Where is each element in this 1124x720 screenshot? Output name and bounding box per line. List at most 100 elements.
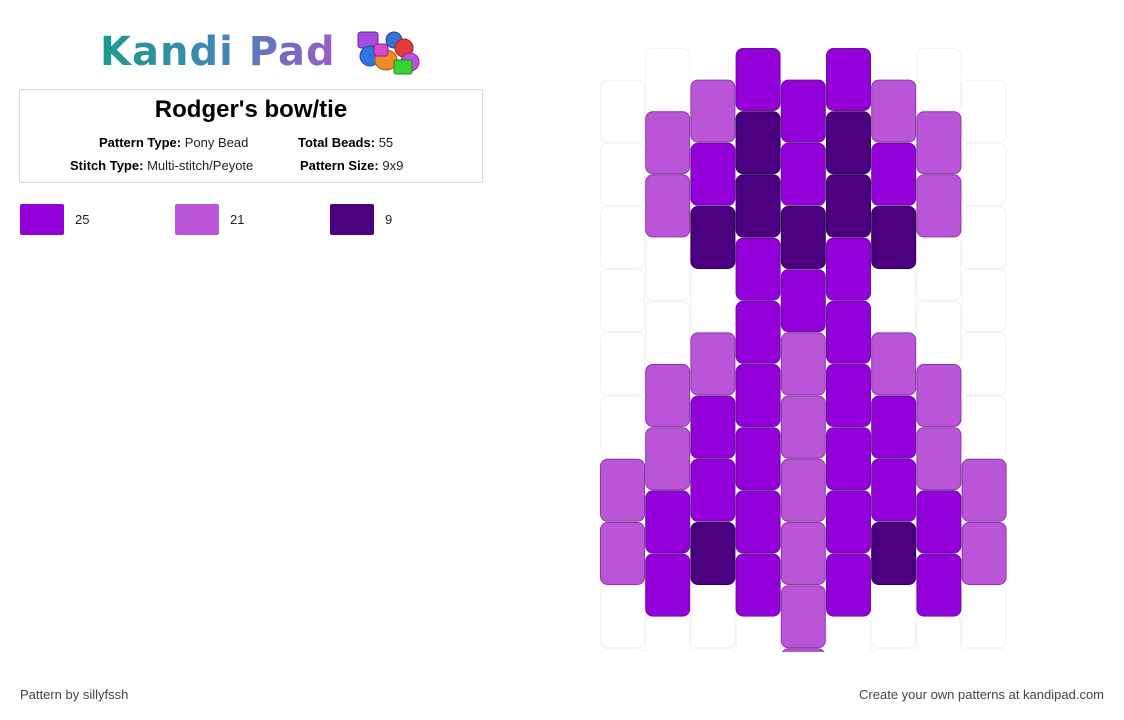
empty-bead-slot[interactable]: [690, 269, 736, 333]
empty-bead-slot[interactable]: [601, 648, 645, 652]
empty-bead-slot[interactable]: [872, 648, 916, 652]
bead[interactable]: [916, 427, 962, 491]
bead[interactable]: [781, 648, 825, 652]
bead[interactable]: [780, 142, 826, 206]
empty-bead-slot[interactable]: [690, 585, 736, 649]
bead[interactable]: [735, 427, 781, 491]
bead[interactable]: [690, 79, 736, 143]
bead[interactable]: [916, 364, 962, 427]
kandi-pad-logo[interactable]: Kandi Pad: [100, 26, 426, 78]
empty-bead-slot[interactable]: [735, 616, 781, 652]
bead[interactable]: [690, 458, 736, 522]
empty-bead-slot[interactable]: [600, 269, 645, 333]
bead[interactable]: [735, 300, 781, 364]
empty-bead-slot[interactable]: [600, 395, 645, 459]
bead[interactable]: [690, 522, 736, 585]
empty-bead-slot[interactable]: [961, 585, 1007, 649]
empty-bead-slot[interactable]: [826, 616, 871, 652]
empty-bead-slot[interactable]: [691, 648, 735, 652]
empty-bead-slot[interactable]: [871, 585, 917, 649]
bead[interactable]: [826, 490, 871, 554]
bead[interactable]: [690, 206, 736, 269]
empty-bead-slot[interactable]: [600, 142, 645, 206]
bead[interactable]: [645, 490, 691, 554]
bead[interactable]: [645, 364, 691, 427]
bead[interactable]: [826, 111, 871, 175]
bead[interactable]: [961, 458, 1007, 522]
bead[interactable]: [826, 48, 871, 111]
kandipad-link[interactable]: Create your own patterns at kandipad.com: [859, 687, 1104, 702]
bead[interactable]: [780, 458, 826, 522]
bead[interactable]: [780, 79, 826, 143]
bead[interactable]: [826, 300, 871, 364]
empty-bead-slot[interactable]: [600, 332, 645, 396]
bead[interactable]: [780, 332, 826, 396]
empty-bead-slot[interactable]: [961, 395, 1007, 459]
pattern-type: Pattern Type: Pony Bead: [99, 135, 248, 150]
bead[interactable]: [735, 174, 781, 238]
palette-item: 9: [330, 203, 392, 235]
bead[interactable]: [735, 48, 781, 111]
empty-bead-slot[interactable]: [961, 269, 1007, 333]
bead[interactable]: [735, 364, 781, 427]
empty-bead-slot[interactable]: [645, 300, 691, 364]
bead[interactable]: [916, 553, 962, 617]
empty-bead-slot[interactable]: [961, 142, 1007, 206]
bead[interactable]: [780, 585, 826, 649]
palette-item: 25: [20, 203, 89, 235]
empty-bead-slot[interactable]: [645, 48, 691, 111]
bead[interactable]: [871, 142, 917, 206]
empty-bead-slot[interactable]: [961, 206, 1007, 269]
empty-bead-slot[interactable]: [962, 648, 1006, 652]
pattern-size: Pattern Size: 9x9: [300, 158, 403, 173]
empty-bead-slot[interactable]: [871, 269, 917, 333]
bead[interactable]: [871, 206, 917, 269]
empty-bead-slot[interactable]: [645, 616, 691, 652]
bead[interactable]: [645, 111, 691, 175]
empty-bead-slot[interactable]: [916, 300, 962, 364]
bead[interactable]: [645, 174, 691, 238]
pattern-credit: Pattern by sillyfssh: [20, 687, 129, 702]
bead[interactable]: [690, 142, 736, 206]
bead[interactable]: [780, 395, 826, 459]
bead[interactable]: [780, 522, 826, 585]
bead[interactable]: [690, 332, 736, 396]
bead[interactable]: [916, 490, 962, 554]
bead[interactable]: [961, 522, 1007, 585]
bead[interactable]: [735, 111, 781, 175]
bead[interactable]: [916, 174, 962, 238]
bead[interactable]: [826, 174, 871, 238]
bead[interactable]: [826, 364, 871, 427]
bead[interactable]: [600, 458, 645, 522]
bead[interactable]: [645, 553, 691, 617]
bead[interactable]: [871, 395, 917, 459]
empty-bead-slot[interactable]: [645, 237, 691, 301]
bead[interactable]: [735, 553, 781, 617]
empty-bead-slot[interactable]: [916, 48, 962, 111]
bead[interactable]: [871, 332, 917, 396]
bead[interactable]: [916, 111, 962, 175]
bead[interactable]: [780, 206, 826, 269]
bead[interactable]: [871, 79, 917, 143]
empty-bead-slot[interactable]: [600, 585, 645, 649]
bead[interactable]: [735, 490, 781, 554]
palette-item: 21: [175, 203, 244, 235]
empty-bead-slot[interactable]: [600, 206, 645, 269]
bead[interactable]: [826, 553, 871, 617]
empty-bead-slot[interactable]: [961, 79, 1007, 143]
bead[interactable]: [735, 237, 781, 301]
bead[interactable]: [871, 458, 917, 522]
bead[interactable]: [826, 237, 871, 301]
bead[interactable]: [826, 427, 871, 491]
empty-bead-slot[interactable]: [961, 332, 1007, 396]
bead[interactable]: [645, 427, 691, 491]
bead[interactable]: [690, 395, 736, 459]
empty-bead-slot[interactable]: [916, 237, 962, 301]
color-swatch: [20, 203, 64, 235]
bead[interactable]: [600, 522, 645, 585]
bead[interactable]: [871, 522, 917, 585]
bead[interactable]: [780, 269, 826, 333]
bead-pattern-grid[interactable]: [600, 48, 1008, 652]
empty-bead-slot[interactable]: [600, 79, 645, 143]
empty-bead-slot[interactable]: [916, 616, 962, 652]
